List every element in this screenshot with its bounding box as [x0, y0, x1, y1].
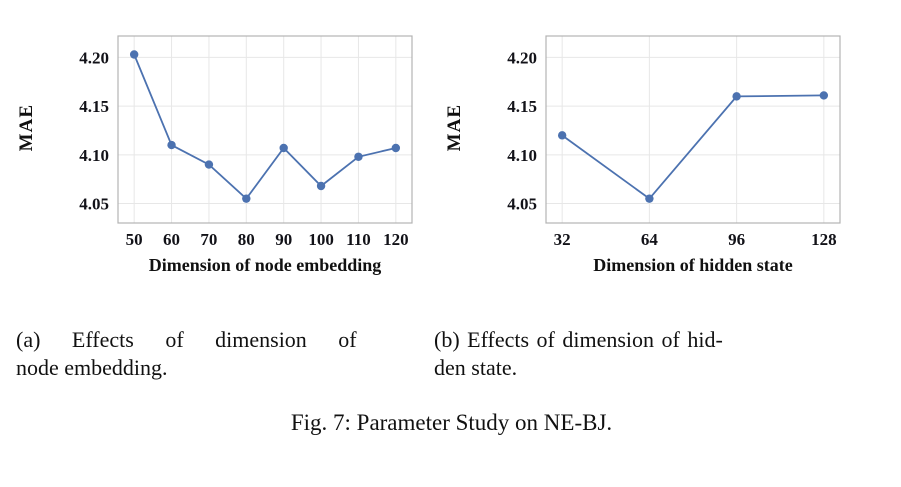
- caption-b: (b) Effects of dimension of hid- den sta…: [434, 326, 880, 382]
- data-point: [279, 143, 288, 153]
- y-tick-label: 4.15: [507, 97, 537, 116]
- y-tick-label: 4.20: [79, 48, 109, 67]
- x-tick-label: 50: [126, 230, 143, 249]
- plot-background: [546, 36, 840, 223]
- x-tick-label: 90: [275, 230, 292, 249]
- data-point: [316, 181, 326, 191]
- line-chart-node-embedding: 4.05 4.10 4.15 4.20 50 60 70 80 90 100 110 120: [79, 35, 413, 249]
- y-tick-label: 4.10: [507, 146, 537, 165]
- x-tick-label: 32: [554, 230, 571, 249]
- line-chart-hidden-state: 4.05 4.10 4.15 4.20 32 64 96 128: [507, 35, 841, 249]
- y-tick-label: 4.15: [79, 97, 109, 116]
- y-axis-label-mae-b: MAE: [444, 103, 465, 152]
- x-tick-label: 70: [200, 230, 217, 249]
- caption-a: (a) Effects of dimension of node embeddi…: [16, 326, 428, 382]
- figure-caption: Fig. 7: Parameter Study on NE-BJ.: [290, 410, 613, 436]
- plot-border: [545, 35, 841, 224]
- data-point: [167, 140, 176, 150]
- x-tick-label: 96: [728, 230, 745, 249]
- data-point: [354, 152, 363, 161]
- y-tick-label: 4.05: [79, 195, 109, 214]
- data-point: [732, 92, 741, 101]
- data-line: [561, 94, 824, 200]
- chart-node-embedding: MAE 4.05 4.10 4.15 4.20 50 60 70 80 90 100 110 120 …: [16, 22, 426, 276]
- y-axis-label-mae-a: MAE: [16, 103, 37, 152]
- x-tick-label: 120: [383, 230, 409, 249]
- plot-border: [117, 35, 413, 224]
- x-tick-label: 64: [641, 230, 659, 249]
- caption-b-line1: (b) Effects of dimension of hid-: [434, 327, 723, 352]
- data-point: [819, 91, 829, 100]
- chart-hidden-state: MAE 4.05 4.10 4.15 4.20 32 64 96 128 Dimension …: [444, 22, 854, 276]
- subcaptions: (a) Effects of dimension of node embeddi…: [16, 326, 887, 382]
- data-point: [645, 194, 654, 203]
- data-line: [133, 54, 397, 200]
- data-point: [242, 194, 251, 203]
- x-tick-label: 60: [163, 230, 180, 249]
- y-tick-label: 4.20: [507, 48, 537, 67]
- x-axis-label-node-embedding: Dimension of node embedding: [148, 255, 382, 275]
- x-tick-label: 128: [811, 230, 837, 249]
- x-tick-label: 110: [346, 230, 371, 249]
- charts-row: MAE 4.05 4.10 4.15 4.20 50 60 70 80 90 100 110 120 …: [16, 22, 887, 276]
- data-point: [129, 50, 139, 59]
- y-tick-label: 4.05: [507, 195, 537, 214]
- data-point: [204, 160, 214, 169]
- plot-background: [118, 36, 412, 223]
- x-tick-label: 80: [238, 230, 255, 249]
- y-tick-label: 4.10: [79, 146, 109, 165]
- data-point: [557, 131, 567, 140]
- data-point: [391, 143, 401, 153]
- plot-row-a: MAE 4.05 4.10 4.15 4.20 50 60 70 80 90 100 110 120: [16, 22, 426, 257]
- plot-row-b: MAE 4.05 4.10 4.15 4.20 32 64 96 128: [444, 22, 854, 257]
- caption-a-line1: (a) Effects of dimension of: [16, 327, 357, 352]
- caption-a-line2: node embedding.: [16, 355, 168, 381]
- caption-b-line2: den state.: [434, 355, 518, 381]
- x-tick-label: 100: [308, 230, 334, 249]
- x-axis-label-hidden-state: Dimension of hidden state: [593, 255, 793, 275]
